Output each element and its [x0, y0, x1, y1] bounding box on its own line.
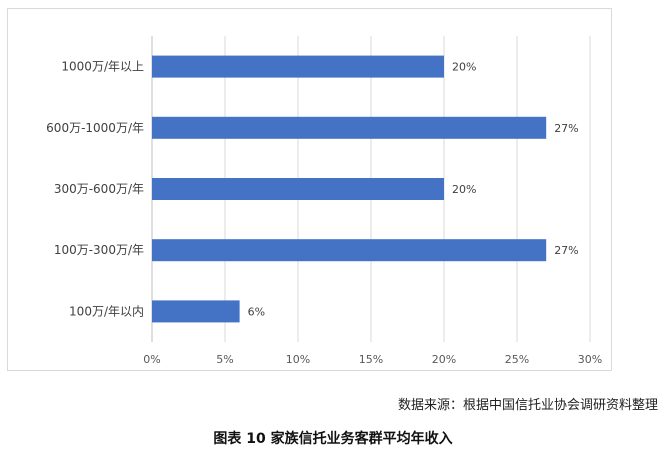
data-source-note: 数据来源：根据中国信托业协会调研资料整理: [397, 398, 658, 413]
y-category-label: 100万/年以内: [69, 304, 144, 318]
bar: [152, 55, 444, 78]
y-category-label: 1000万/年以上: [61, 60, 144, 74]
x-tick-label: 0%: [143, 353, 160, 366]
bar-value-label: 20%: [452, 183, 476, 196]
y-category-label: 100万-300万/年: [54, 243, 144, 257]
bar-value-label: 27%: [554, 244, 578, 257]
figure-caption: 图表 10 家族信托业务客群平均年收入: [213, 431, 453, 447]
x-tick-label: 10%: [286, 353, 310, 366]
x-tick-label: 30%: [578, 353, 602, 366]
bar: [152, 239, 547, 262]
bar-value-label: 20%: [452, 61, 476, 74]
bar-chart: 0% 5% 10% 15% 20% 25% 30% 1000万/年以上 20% 600万-1000…: [46, 36, 602, 366]
y-category-label: 300万-600万/年: [54, 182, 144, 196]
bar-value-label: 6%: [248, 305, 265, 318]
y-category-label: 600万-1000万/年: [46, 121, 144, 135]
x-tick-label: 15%: [359, 353, 383, 366]
bar: [152, 178, 444, 200]
x-tick-label: 25%: [505, 353, 529, 366]
x-tick-label: 20%: [432, 353, 456, 366]
bar: [152, 300, 240, 323]
x-tick-label: 5%: [216, 353, 233, 366]
bar: [152, 116, 547, 139]
bar-value-label: 27%: [554, 122, 578, 135]
